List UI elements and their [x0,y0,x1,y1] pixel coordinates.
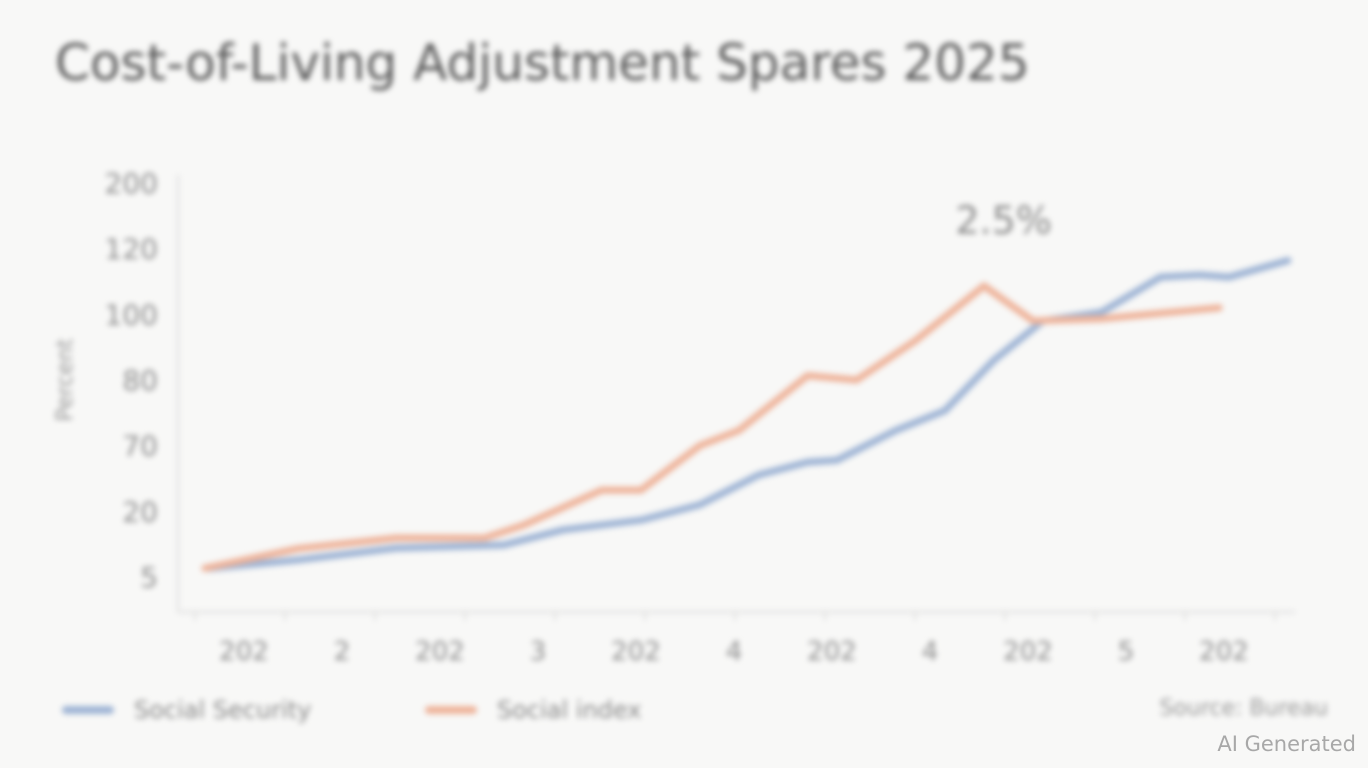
x-tick-label: 202 [1003,637,1053,667]
y-tick-label: 80 [122,364,158,397]
x-tick-label: 2 [334,637,351,667]
y-tick-label: 100 [105,298,158,331]
x-tick-label: 202 [611,637,661,667]
legend-label: Social Security [134,696,312,724]
chart-title: Cost-of-Living Adjustment Spares 2025 [55,34,1030,92]
y-tick-label: 120 [105,233,158,266]
y-tick-label: 200 [105,167,158,200]
x-tick-label: 5 [1118,637,1135,667]
y-tick-label: 20 [122,495,158,528]
y-axis-label: Percent [53,338,78,421]
x-tick-label: 4 [922,637,939,667]
x-tick-label: 3 [530,637,547,667]
y-tick-label: 5 [140,561,158,594]
legend-swatch-blue [62,706,114,714]
annotation-label: 2.5% [955,198,1052,242]
x-tick-label: 202 [219,637,269,667]
x-tick-label: 202 [415,637,465,667]
series-line-social-security [206,256,1292,572]
source-note: Source: Bureau [1159,696,1328,721]
legend-item-social-security: Social Security [62,696,311,724]
x-tick-label: 4 [726,637,743,667]
x-tick-label: 202 [1199,637,1249,667]
ai-generated-watermark: AI Generated [1217,732,1356,756]
x-tick-label: 202 [807,637,857,667]
series-line-social-index [201,282,1223,572]
legend-item-social-index: Social index [425,696,641,724]
y-tick-label: 70 [122,430,158,463]
legend-swatch-orange [425,706,477,714]
legend-label: Social index [497,696,642,724]
